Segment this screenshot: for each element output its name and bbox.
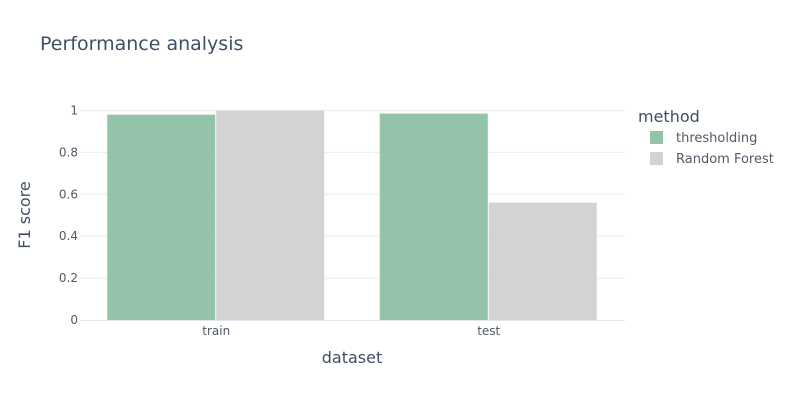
chart-title: Performance analysis	[40, 33, 243, 55]
bar-thresholding-test[interactable]	[379, 113, 488, 320]
legend-items: thresholding Random Forest	[650, 131, 774, 167]
bar-random-forest-train[interactable]	[216, 110, 325, 320]
y-tick-label: 0.8	[59, 145, 78, 159]
legend-title: method	[638, 107, 700, 126]
bars	[107, 110, 597, 321]
legend: method thresholding Random Forest	[638, 107, 774, 167]
y-tick-label: 0.4	[59, 229, 78, 243]
legend-label[interactable]: thresholding	[676, 131, 757, 146]
x-tick-label: train	[202, 324, 230, 338]
y-tick-label: 1	[70, 103, 78, 117]
bar-random-forest-test[interactable]	[488, 202, 597, 320]
x-tick-labels: train test	[202, 324, 500, 338]
y-tick-label: 0.6	[59, 187, 78, 201]
y-tick-label: 0.2	[59, 271, 78, 285]
x-tick-label: test	[477, 324, 500, 338]
legend-label[interactable]: Random Forest	[676, 152, 774, 167]
y-axis-title: F1 score	[15, 181, 34, 248]
legend-swatch[interactable]	[650, 152, 663, 165]
bar-thresholding-train[interactable]	[107, 114, 216, 321]
y-tick-labels: 0 0.2 0.4 0.6 0.8 1	[59, 103, 78, 327]
y-tick-label: 0	[70, 313, 78, 327]
x-axis-title: dataset	[322, 348, 383, 367]
legend-swatch[interactable]	[650, 131, 663, 144]
